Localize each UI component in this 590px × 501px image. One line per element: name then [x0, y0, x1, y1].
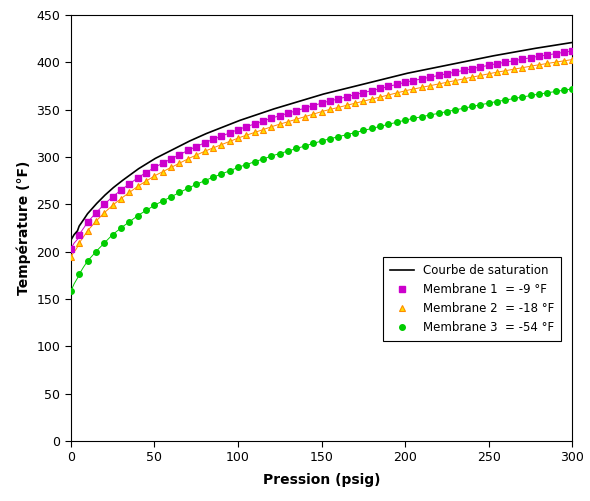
Membrane 3  = -54 °F	[67, 289, 74, 295]
Membrane 3  = -54 °F	[168, 194, 175, 200]
Courbe de saturation	[156, 153, 163, 159]
X-axis label: Pression (psig): Pression (psig)	[263, 472, 381, 486]
Line: Courbe de saturation: Courbe de saturation	[71, 43, 572, 240]
Membrane 3  = -54 °F	[368, 125, 375, 131]
Line: Membrane 1  = -9 °F: Membrane 1 = -9 °F	[68, 48, 575, 252]
Membrane 3  = -54 °F	[335, 134, 342, 140]
Membrane 2  = -18 °F	[368, 96, 375, 102]
Courbe de saturation	[294, 99, 301, 105]
Membrane 2  = -18 °F	[569, 57, 576, 63]
Membrane 1  = -9 °F	[368, 88, 375, 94]
Membrane 2  = -18 °F	[184, 156, 191, 162]
Membrane 1  = -9 °F	[168, 156, 175, 162]
Membrane 2  = -18 °F	[168, 164, 175, 170]
Membrane 2  = -18 °F	[67, 255, 74, 261]
Courbe de saturation	[67, 237, 74, 243]
Membrane 1  = -9 °F	[569, 48, 576, 54]
Membrane 2  = -18 °F	[335, 104, 342, 110]
Membrane 3  = -54 °F	[502, 97, 509, 103]
Courbe de saturation	[445, 62, 452, 68]
Legend: Courbe de saturation, Membrane 1  = -9 °F, Membrane 2  = -18 °F, Membrane 3  = -: Courbe de saturation, Membrane 1 = -9 °F…	[383, 258, 561, 341]
Membrane 1  = -9 °F	[67, 246, 74, 252]
Courbe de saturation	[363, 80, 370, 86]
Membrane 2  = -18 °F	[502, 68, 509, 74]
Courbe de saturation	[569, 40, 576, 46]
Membrane 1  = -9 °F	[335, 96, 342, 102]
Courbe de saturation	[402, 71, 409, 77]
Line: Membrane 3  = -54 °F: Membrane 3 = -54 °F	[68, 86, 575, 294]
Line: Membrane 2  = -18 °F: Membrane 2 = -18 °F	[67, 56, 576, 261]
Membrane 1  = -9 °F	[243, 124, 250, 130]
Courbe de saturation	[196, 133, 204, 139]
Membrane 3  = -54 °F	[243, 161, 250, 167]
Membrane 3  = -54 °F	[569, 86, 576, 92]
Y-axis label: Température (°F): Température (°F)	[17, 161, 31, 295]
Membrane 1  = -9 °F	[502, 59, 509, 65]
Membrane 2  = -18 °F	[243, 132, 250, 138]
Membrane 3  = -54 °F	[184, 185, 191, 191]
Membrane 1  = -9 °F	[184, 147, 191, 153]
